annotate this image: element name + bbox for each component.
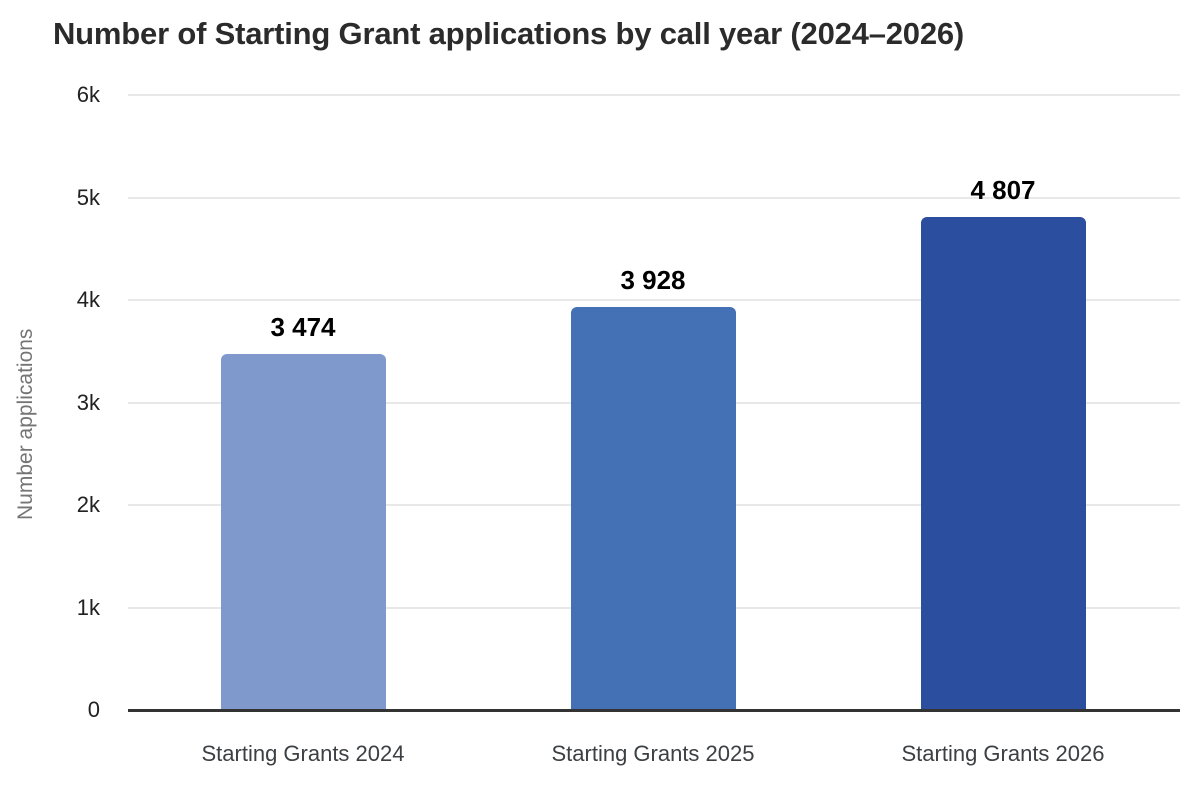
y-tick-label-3k: 3k (76, 389, 100, 415)
bar-starting-grants-2026 (920, 217, 1086, 709)
y-tick-label-2k: 2k (76, 492, 100, 517)
y-tick-label-4k: 4k (76, 287, 100, 312)
x-category-label-2: Starting Grants 2026 (901, 741, 1105, 766)
value-label-0: 3 474 (270, 311, 336, 342)
x-category-label-0: Starting Grants 2024 (201, 741, 405, 766)
y-tick-label-5k: 5k (76, 184, 100, 210)
bar-starting-grants-2024 (220, 353, 386, 709)
gridline-4k (128, 299, 1180, 301)
gridline-5k (128, 196, 1180, 199)
value-label-2: 4 807 (970, 175, 1036, 206)
x-axis-line (128, 708, 1180, 712)
y-tick-label-1k: 1k (76, 594, 100, 620)
x-category-label-1: Starting Grants 2025 (551, 741, 755, 766)
chart-title: Number of Starting Grant applications by… (53, 16, 965, 51)
value-label-1: 3 928 (620, 265, 686, 296)
y-tick-label-0: 0 (87, 697, 100, 722)
gridline-6k (128, 94, 1180, 96)
bar-starting-grants-2025 (570, 307, 736, 709)
y-tick-label-6k: 6k (76, 82, 100, 107)
